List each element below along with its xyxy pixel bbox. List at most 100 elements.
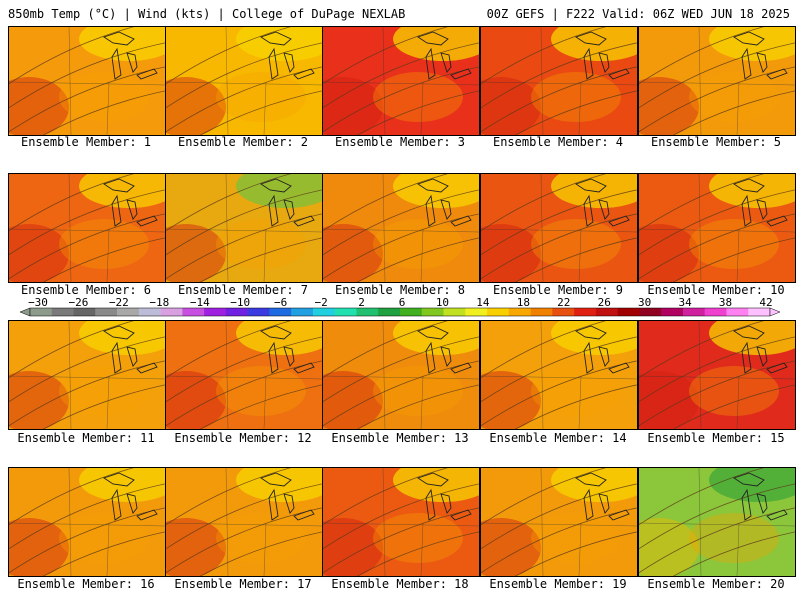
temperature-map-graphic (9, 321, 165, 429)
colorbar-tick-label: 42 (759, 296, 773, 309)
temperature-map-graphic (639, 468, 795, 576)
ensemble-map (638, 26, 796, 136)
ensemble-map (480, 320, 638, 430)
ensemble-member-label: Ensemble Member: 12 (174, 431, 312, 445)
temperature-map-graphic (323, 468, 479, 576)
colorbar-right-arrow (769, 307, 781, 317)
ensemble-map (165, 320, 323, 430)
temperature-map-graphic (481, 27, 637, 135)
colorbar-swatch (95, 308, 118, 316)
colorbar-tick-label: −26 (68, 296, 89, 309)
ensemble-member-label: Ensemble Member: 20 (647, 577, 785, 591)
ensemble-map (8, 467, 166, 577)
colorbar-tick-label: −18 (149, 296, 170, 309)
colorbar-swatch (530, 308, 553, 316)
temperature-map-graphic (639, 174, 795, 282)
temperature-map-graphic (323, 174, 479, 282)
temperature-map-graphic (639, 321, 795, 429)
ensemble-member-label: Ensemble Member: 17 (174, 577, 312, 591)
map-title: 850mb Temp (°C) | Wind (kts) | College o… (8, 7, 406, 21)
colorbar-swatch (400, 308, 423, 316)
temperature-map-graphic (323, 27, 479, 135)
ensemble-member-label: Ensemble Member: 2 (177, 135, 309, 149)
ensemble-map (480, 26, 638, 136)
colorbar-swatch (748, 308, 771, 316)
colorbar-tick-label: 34 (678, 296, 692, 309)
ensemble-map (322, 320, 480, 430)
colorbar-swatch (508, 308, 531, 316)
colorbar-swatch (378, 308, 401, 316)
colorbar-swatch (182, 308, 205, 316)
ensemble-member-label: Ensemble Member: 9 (492, 283, 624, 297)
colorbar-swatch (334, 308, 357, 316)
colorbar-swatch (291, 308, 314, 316)
temperature-map-graphic (166, 174, 322, 282)
colorbar-tick-label: −30 (28, 296, 48, 309)
ensemble-map (8, 26, 166, 136)
ensemble-member-label: Ensemble Member: 6 (20, 283, 152, 297)
colorbar-swatch (73, 308, 96, 316)
temperature-map-graphic (166, 321, 322, 429)
colorbar-swatch (247, 308, 270, 316)
colorbar-swatch (574, 308, 597, 316)
colorbar-swatch (639, 308, 662, 316)
colorbar-swatch (312, 308, 336, 316)
ensemble-map (165, 173, 323, 283)
colorbar-tick-label: 10 (435, 296, 450, 309)
ensemble-member-label: Ensemble Member: 10 (647, 283, 785, 297)
colorbar-swatch (443, 308, 466, 316)
colorbar-swatch (487, 308, 510, 316)
temperature-map-graphic (639, 27, 795, 135)
colorbar-swatch (704, 308, 727, 316)
temperature-map-graphic (166, 27, 322, 135)
colorbar-swatch (595, 308, 618, 316)
ensemble-map (8, 173, 166, 283)
colorbar-tick-label: 38 (718, 296, 733, 309)
ensemble-map (638, 320, 796, 430)
ensemble-member-label: Ensemble Member: 1 (20, 135, 152, 149)
ensemble-member-label: Ensemble Member: 13 (331, 431, 469, 445)
ensemble-member-label: Ensemble Member: 18 (331, 577, 469, 591)
temperature-map-graphic (9, 468, 165, 576)
colorbar-tick-label: −6 (274, 296, 288, 309)
colorbar-tick-label: −22 (108, 296, 129, 309)
ensemble-map (8, 320, 166, 430)
temperature-map-graphic (481, 468, 637, 576)
temperature-map-graphic (323, 321, 479, 429)
ensemble-map (638, 467, 796, 577)
ensemble-member-label: Ensemble Member: 14 (489, 431, 627, 445)
header: 850mb Temp (°C) | Wind (kts) | College o… (0, 0, 800, 24)
colorbar-swatch (726, 308, 749, 316)
colorbar-tick-label: 30 (638, 296, 652, 309)
colorbar-tick-label: −14 (189, 296, 210, 309)
colorbar-tick-label: 2 (358, 296, 365, 309)
ensemble-map (480, 467, 638, 577)
ensemble-member-label: Ensemble Member: 4 (492, 135, 624, 149)
temperature-colorbar: −30 −26 −22 −18 −14 −10 −6 −2 2 6 10 14 18 22 26 30 34 38… (0, 296, 800, 318)
ensemble-map (165, 26, 323, 136)
ensemble-member-label: Ensemble Member: 15 (647, 431, 785, 445)
ensemble-map (480, 173, 638, 283)
colorbar-swatch (225, 308, 248, 316)
temperature-map-graphic (9, 174, 165, 282)
temperature-map-graphic (166, 468, 322, 576)
colorbar-swatch (117, 308, 140, 316)
ensemble-member-label: Ensemble Member: 3 (334, 135, 466, 149)
colorbar-swatch (617, 308, 640, 316)
ensemble-member-label: Ensemble Member: 5 (650, 135, 782, 149)
colorbar-swatch (204, 308, 227, 316)
colorbar-swatch (682, 308, 706, 316)
colorbar-swatch (138, 308, 161, 316)
colorbar-swatch (160, 308, 183, 316)
run-valid-time: 00Z GEFS | F222 Valid: 06Z WED JUN 18 20… (486, 7, 790, 21)
colorbar-left-arrow (19, 307, 31, 317)
ensemble-member-label: Ensemble Member: 11 (17, 431, 155, 445)
ensemble-map (322, 467, 480, 577)
ensemble-member-label: Ensemble Member: 19 (489, 577, 627, 591)
ensemble-map (638, 173, 796, 283)
ensemble-member-label: Ensemble Member: 16 (17, 577, 155, 591)
temperature-map-graphic (9, 27, 165, 135)
temperature-map-graphic (481, 321, 637, 429)
colorbar-tick-label: 14 (476, 296, 490, 309)
colorbar-swatch (661, 308, 684, 316)
